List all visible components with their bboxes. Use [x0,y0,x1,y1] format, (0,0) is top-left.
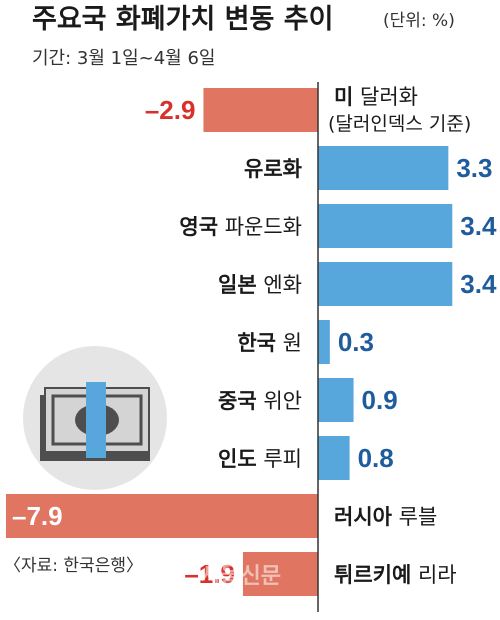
watermark-text: 서울신문 [200,564,281,589]
value-label-7: –7.9 [12,501,63,531]
bar-6 [318,436,350,480]
category-label-1: 유로화 [244,157,303,181]
category-rest-4: 원 [276,331,302,355]
category-sub-0: (달러인덱스 기준) [328,113,471,135]
category-rest-0: 달러화 [353,85,418,109]
category-label-7: 러시아 루블 [334,505,437,529]
category-bold-7: 러시아 [334,505,393,529]
value-label-6: 0.8 [358,443,394,473]
category-label-5: 중국 위안 [218,389,302,413]
category-bold-2: 영국 [179,215,218,239]
value-label-8: –1.9 [184,559,235,589]
bars-layer [5,88,453,596]
category-label-3: 일본 엔화 [218,273,302,297]
category-bold-6: 인도 [218,447,257,471]
bar-8 [242,552,318,596]
value-label-2: 3.4 [460,211,497,241]
category-rest-3: 엔화 [257,273,302,297]
bar-7 [5,494,318,538]
value-label-3: 3.4 [460,269,497,299]
value-label-4: 0.3 [338,327,374,357]
bar-4 [318,320,330,364]
category-label-0: 미 달러화 [334,85,418,109]
value-label-0: –2.9 [145,95,196,125]
value-label-5: 0.9 [362,385,398,415]
category-bold-8: 튀르키예 [334,563,411,587]
category-bold-5: 중국 [218,389,257,413]
value-label-1: 3.3 [456,153,492,183]
period-label: 기간: 3월 1일~4월 6일 [32,48,215,69]
category-bold-3: 일본 [218,273,257,297]
category-rest-6: 루피 [257,447,302,471]
unit-label: (단위: %) [383,11,455,31]
category-label-6: 인도 루피 [218,447,302,471]
source-label: 〈자료: 한국은행〉 [4,556,143,576]
category-label-8: 튀르키예 리라 [334,563,457,587]
bar-1 [318,146,449,190]
bar-0 [203,88,318,132]
bar-2 [318,204,453,248]
category-rest-8: 리라 [411,563,456,587]
money-banknote-stack-icon [23,346,167,490]
category-label-4: 한국 원 [237,331,302,355]
labels-layer: –2.9 미 달러화 (달러인덱스 기준) 3.3 유로화 3.4 영국 파운드화 3.4 일본… [12,85,497,589]
category-rest-7: 루블 [392,505,437,529]
category-bold-1: 유로화 [244,157,303,181]
category-label-2: 영국 파운드화 [179,215,302,239]
category-rest-5: 위안 [257,389,302,413]
chart-title: 주요국 화폐가치 변동 추이 [32,4,333,35]
bar-5 [318,378,354,422]
category-rest-2: 파운드화 [218,215,302,239]
category-bold-0: 미 [334,85,353,109]
category-bold-4: 한국 [237,331,276,355]
bar-3 [318,262,453,306]
